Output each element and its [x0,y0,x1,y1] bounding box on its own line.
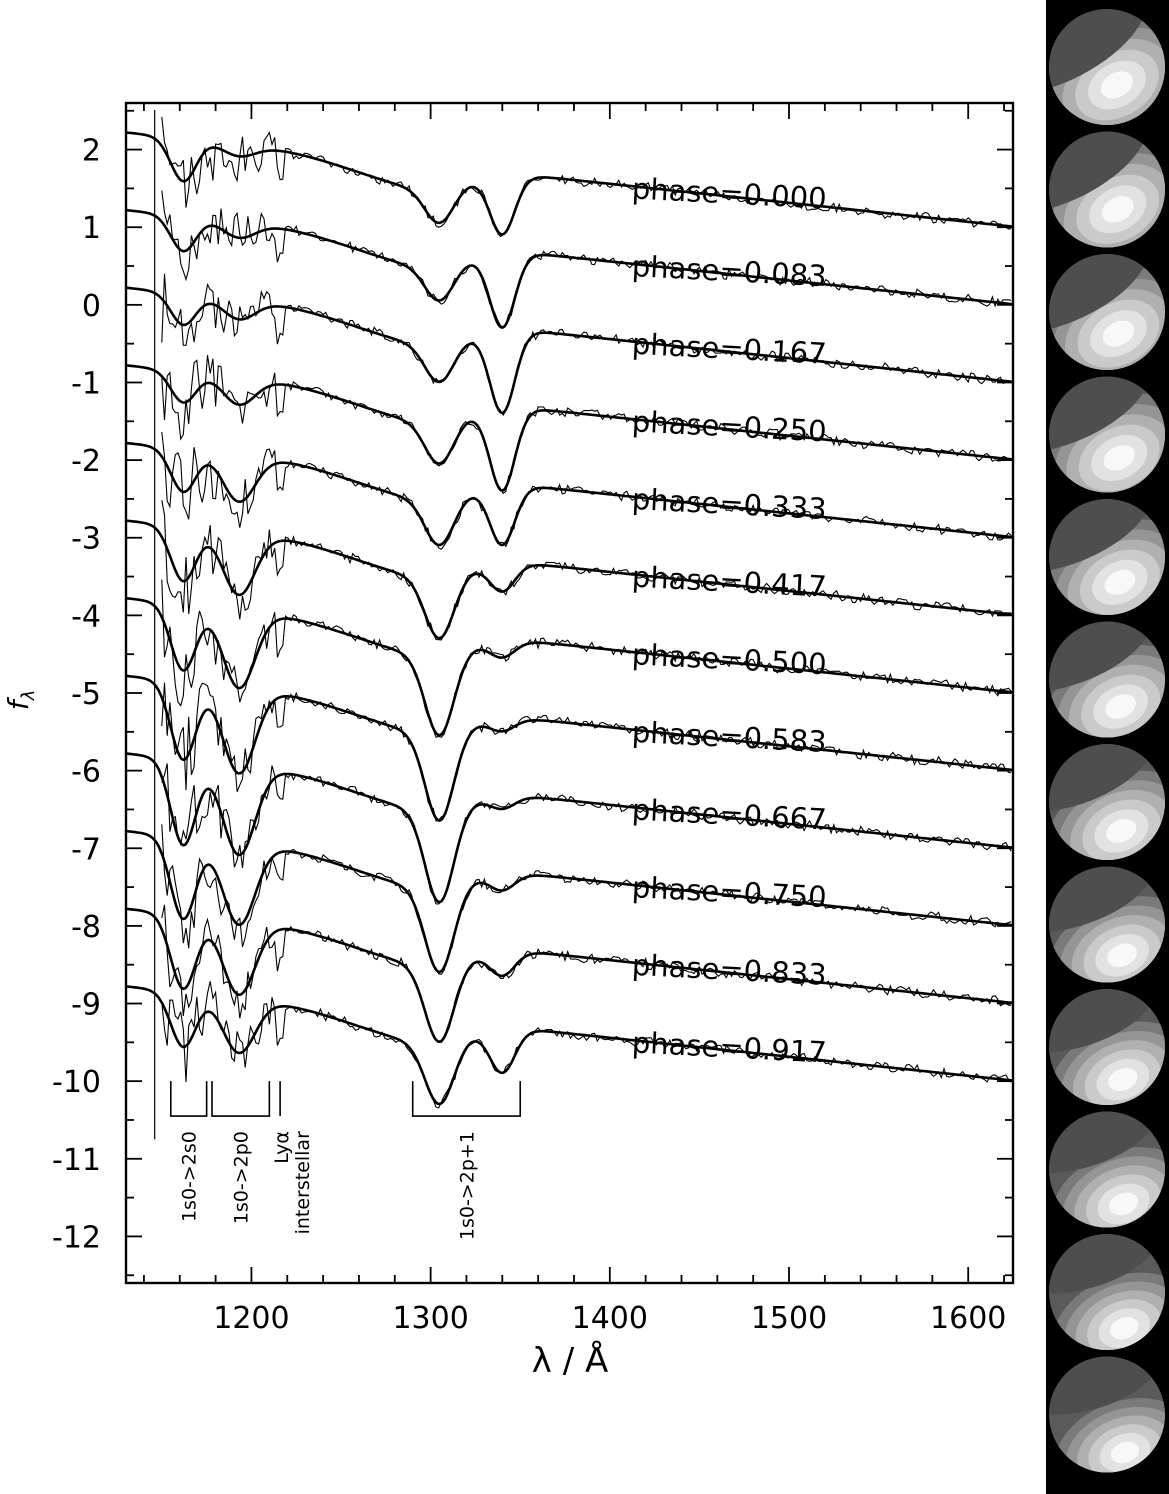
axes: 1200 1300 1400 1500 1600 2 1 0 -1 -2 -3 -4 -5 -6 -7 -8 -… [2,101,1015,1381]
model-spectrum-7 [125,674,1014,822]
observed-spectrum-10 [161,904,1012,1044]
rotation-sphere-panel [1046,0,1169,1494]
y-tick-label: -11 [52,1143,101,1178]
observed-spectrum-4 [161,431,1012,550]
sphere-10 [1049,1234,1165,1350]
model-spectrum-10 [125,907,1014,1044]
annotation-label-1: 1s0->2p0 [231,1131,253,1224]
y-tick-label: -9 [71,988,101,1023]
y-tick-label: -4 [71,599,101,634]
y-tick-label: -2 [71,444,101,479]
spectra-curves [125,110,1014,1140]
annotation-bracket-1 [211,1081,271,1117]
annotation-bracket-3 [411,1081,522,1117]
model-spectrum-5 [125,519,1014,640]
model-spectrum-2 [125,286,1014,415]
model-spectrum-1 [125,208,1014,329]
x-tick-label: 1500 [751,1301,827,1336]
model-spectrum-0 [125,131,1014,236]
annotation-label-0: 1s0->2s0 [179,1131,201,1222]
x-tick-label: 1300 [392,1301,468,1336]
model-spectrum-11 [125,985,1014,1106]
observed-spectrum-7 [161,682,1012,822]
sphere-0 [1049,9,1165,125]
y-tick-label: 1 [82,211,101,246]
model-spectrum-9 [125,829,1014,974]
y-tick-label: -3 [71,522,101,557]
annotation-label2-2: interstellar [292,1131,314,1235]
model-spectrum-3 [125,364,1014,493]
y-tick-label: 0 [82,289,101,324]
sphere-7 [1049,866,1165,983]
annotation-label-3: 1s0->2p+1 [456,1131,478,1240]
y-tick-label: -12 [52,1220,101,1255]
observed-spectrum-9 [161,824,1012,975]
transition-annotations: 1s0->2s0 1s0->2p0 Lyα interstellar 1s0->2p+1 [169,1081,522,1240]
observed-spectrum-2 [161,273,1012,417]
y-tick-label: -1 [71,366,101,401]
y-tick-label: 2 [82,134,101,169]
model-spectrum-8 [125,752,1014,904]
x-tick-label: 1600 [930,1301,1006,1336]
model-spectrum-4 [125,441,1014,547]
y-tick-label: -7 [71,832,101,867]
annotation-label-2: Lyα [271,1131,293,1164]
y-tick-label: -8 [71,910,101,945]
annotation-bracket-0 [169,1081,208,1117]
x-tick-label: 1400 [572,1301,648,1336]
y-tick-label: -5 [71,677,101,712]
x-tick-label: 1200 [213,1301,289,1336]
observed-spectrum-11 [161,981,1012,1109]
model-spectrum-6 [125,597,1014,737]
y-tick-label: -10 [52,1065,101,1100]
y-tick-label: -6 [71,755,101,790]
x-axis-label: λ / Å [532,1340,608,1381]
